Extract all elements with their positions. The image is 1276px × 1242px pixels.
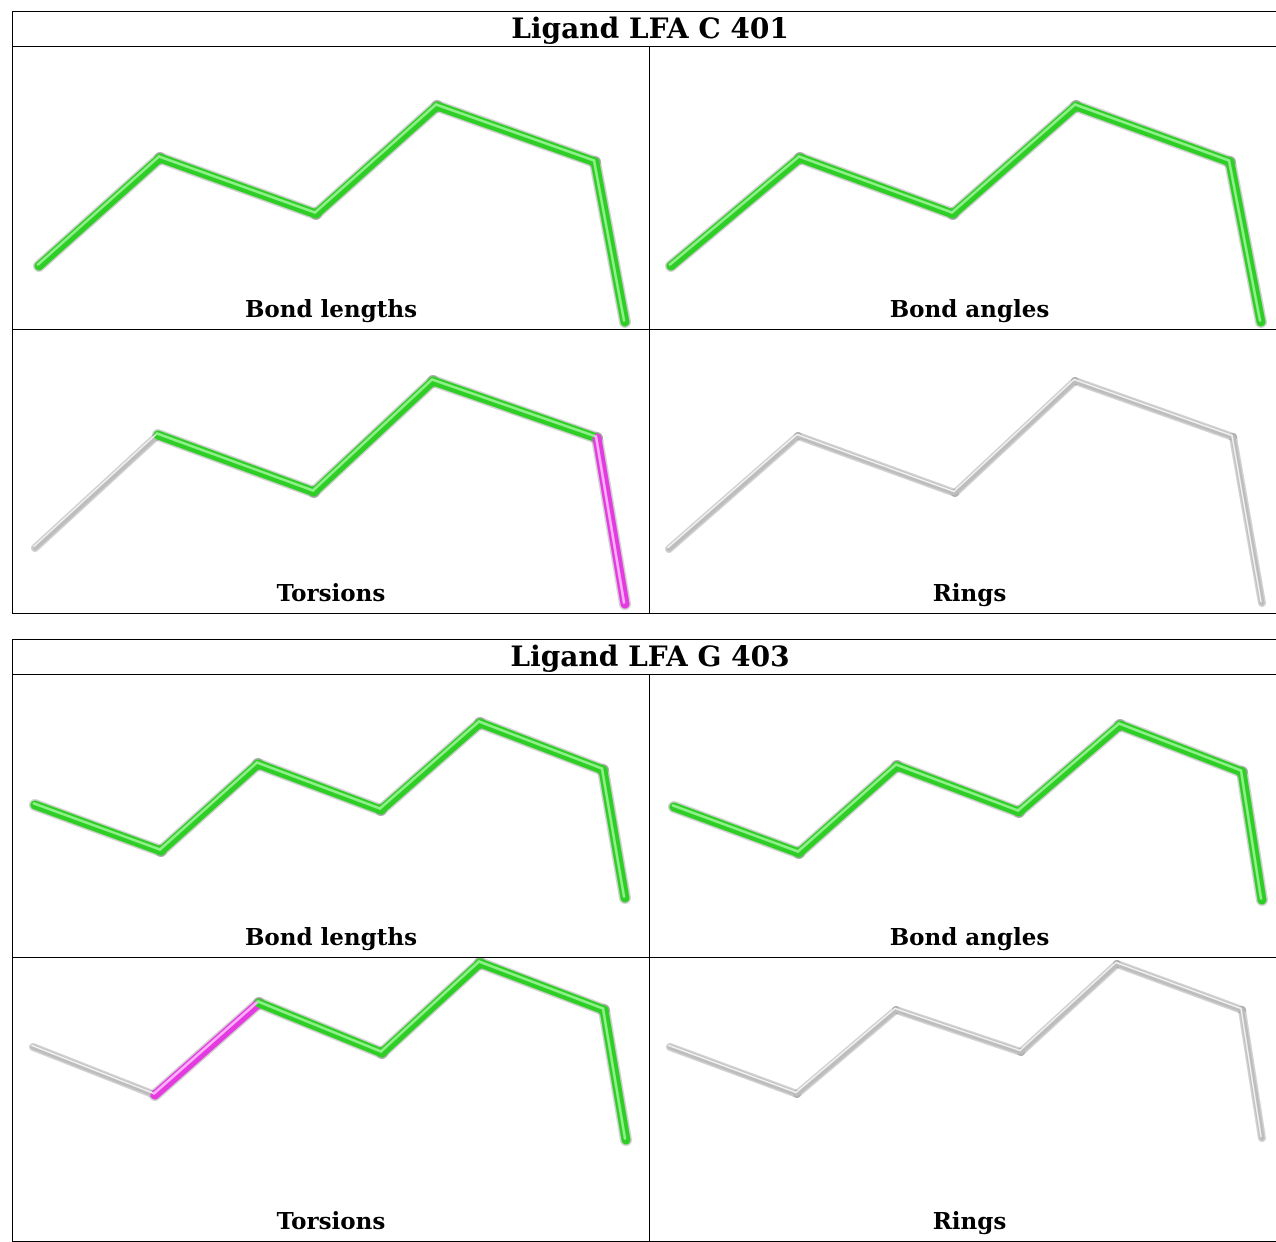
bond-na [893, 1007, 1024, 1055]
panel-bond-angles: Bond angles [650, 47, 1276, 330]
panel-rings: Rings [650, 958, 1276, 1241]
ligand-structure-svg [666, 960, 1266, 1142]
bond-ok [34, 153, 165, 271]
panel-bond-angles: Bond angles [650, 675, 1276, 958]
panel-caption: Torsions [276, 1208, 386, 1235]
ligand-structure-svg [29, 717, 631, 904]
bond-ok [1014, 720, 1125, 817]
ligand-structure-svg [665, 377, 1266, 607]
bond-ok [309, 376, 438, 497]
panel-torsions: Torsions [13, 330, 650, 613]
panel-caption: Bond lengths [244, 296, 418, 323]
bond-na [795, 433, 958, 496]
panel-bond-lengths: Bond lengths [13, 47, 650, 330]
bond-na [666, 433, 801, 552]
bond-na [1072, 378, 1236, 440]
panel-caption: Rings [932, 580, 1007, 607]
bond-na [30, 1044, 158, 1098]
bond-na [32, 432, 161, 551]
ligand-structure-svg [665, 100, 1267, 328]
bond-ok [794, 761, 902, 858]
bond-na [1114, 961, 1245, 1013]
ligand-structure-svg [31, 375, 631, 610]
panel-torsions: Torsions [13, 958, 650, 1241]
panel-rings: Rings [650, 330, 1276, 613]
ligand-title: Ligand LFA G 403 [13, 640, 1276, 675]
ligand-structure-svg [33, 100, 631, 328]
bond-ok [377, 958, 485, 1058]
panel-caption: Bond lengths [244, 924, 418, 951]
bond-ok [156, 759, 263, 856]
bond-ok [311, 101, 442, 219]
panel-bond-lengths: Bond lengths [13, 675, 650, 958]
ligand-table-1: Ligand LFA C 401 Bond lengths Bond angle… [12, 11, 1276, 614]
bond-ok [948, 101, 1081, 219]
bond-outlier [150, 998, 264, 1100]
bond-na [667, 1044, 800, 1097]
ligand-structure-svg [29, 958, 632, 1146]
ligand-table-2: Ligand LFA G 403 Bond lengths Bond angle… [12, 639, 1276, 1242]
bond-na [1018, 961, 1120, 1055]
bond-na [794, 1007, 899, 1097]
ligand-structure-svg [668, 719, 1268, 906]
ligand-title: Ligand LFA C 401 [13, 12, 1276, 47]
panel-caption: Bond angles [889, 296, 1050, 323]
panel-caption: Rings [932, 1208, 1007, 1235]
bond-na [952, 378, 1078, 496]
panel-caption: Torsions [276, 580, 386, 607]
bond-ok [666, 153, 805, 271]
bond-na [1239, 1007, 1265, 1141]
panel-caption: Bond angles [889, 924, 1050, 951]
bond-ok [376, 718, 485, 815]
